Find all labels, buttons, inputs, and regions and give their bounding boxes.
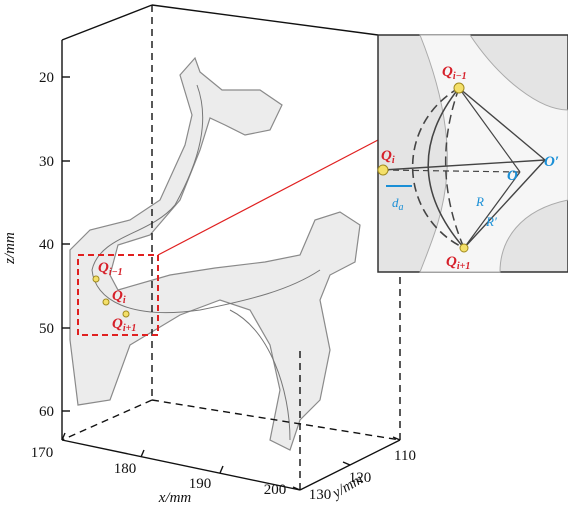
- z-tick-label: 30: [39, 154, 54, 170]
- radius-label: R: [475, 194, 484, 209]
- z-tick-label: 20: [39, 70, 54, 86]
- radius-label: R′: [485, 214, 497, 229]
- y-axis-label: y/mm: [328, 471, 366, 502]
- z-axis-label: z/mm: [2, 232, 18, 265]
- x-tick-label: 190: [189, 476, 212, 492]
- x-tick-label: 200: [264, 482, 287, 498]
- x-tick-label: 170: [31, 445, 54, 461]
- inset: Qi−1 Qi Qi+1 O O′ R R′ da: [378, 35, 568, 272]
- x-axis-label: x/mm: [158, 490, 192, 506]
- y-tick-label: 130: [309, 487, 332, 503]
- z-tick-label: 40: [39, 237, 54, 253]
- x-tick-label: 180: [114, 461, 137, 477]
- center-label: O′: [544, 154, 559, 170]
- figure: 2030405060170180190200110120130 z/mm x/m…: [0, 0, 568, 514]
- x-tick: [141, 450, 144, 457]
- center-label: O: [507, 168, 518, 184]
- y-tick-label: 110: [394, 448, 416, 464]
- y-tick: [343, 462, 350, 465]
- z-tick-label: 60: [39, 404, 54, 420]
- x-tick: [220, 466, 223, 473]
- z-tick-label: 50: [39, 321, 54, 337]
